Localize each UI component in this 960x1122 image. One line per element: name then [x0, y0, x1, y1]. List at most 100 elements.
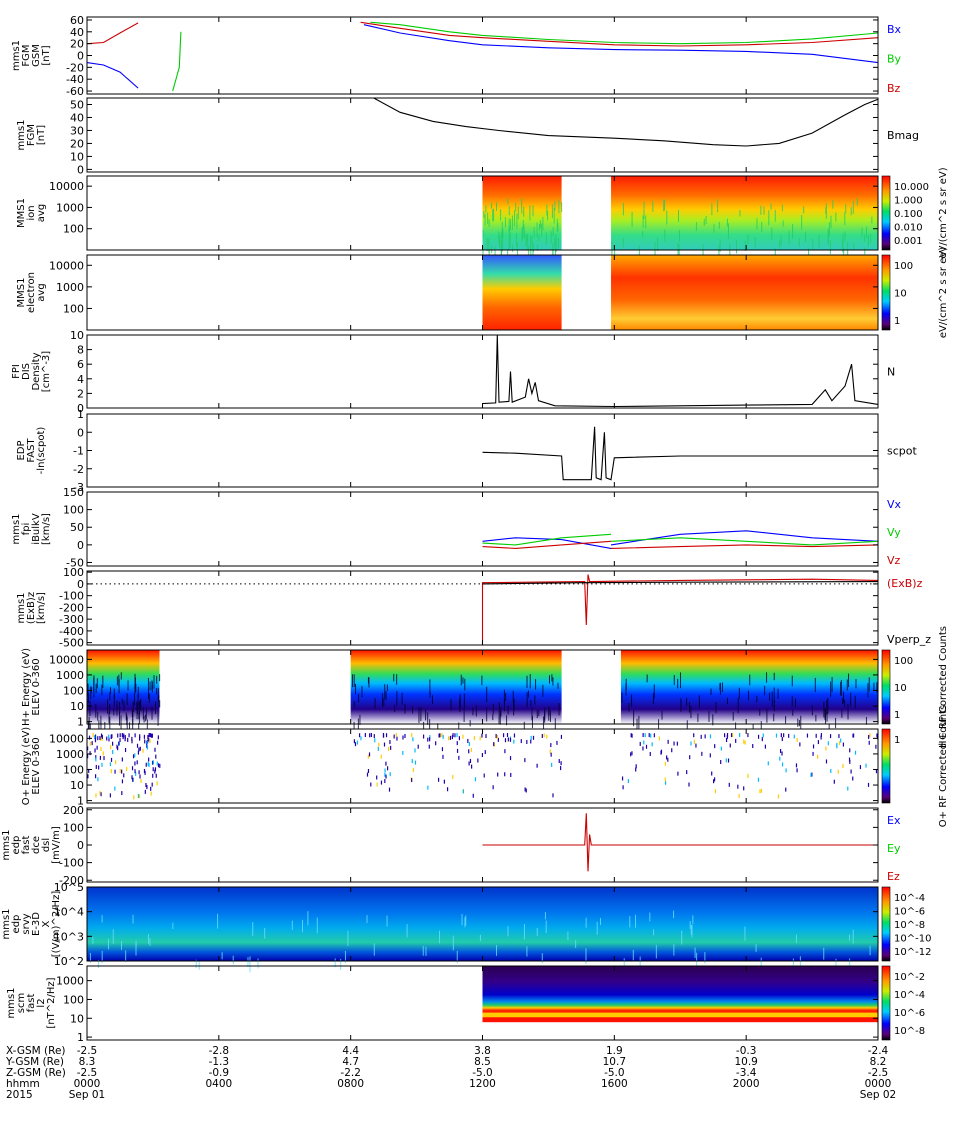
fpi-ion-velocity-series-Vy-seg-1 [561, 533, 612, 539]
hpca-oplus-count [760, 788, 763, 793]
hpca-hplus-texture [87, 683, 89, 696]
hpca-oplus-count [728, 782, 730, 787]
hpca-oplus-count [456, 733, 458, 738]
edp-spectrogram-texture [452, 935, 454, 951]
edp-spectrogram-texture [629, 916, 631, 928]
hpca-oplus-count [714, 744, 716, 749]
hpca-oplus-count [402, 735, 404, 740]
hpca-hplus-texture [351, 674, 353, 688]
hpca-oplus-count [427, 785, 429, 790]
edp-spectrogram-ylabel-5: [(V/m)^2/Hz] [51, 891, 62, 958]
fpi-ion-spec-texture [530, 247, 532, 256]
hpca-oplus-count [686, 770, 688, 775]
hpca-hplus-cb-label-1: 10 [894, 683, 907, 694]
edp-spectrogram-texture [575, 940, 577, 948]
hpca-oplus-count [720, 760, 722, 765]
hpca-oplus-count [812, 744, 815, 749]
hpca-oplus-count [830, 768, 832, 773]
edp-spectrogram-texture [125, 950, 127, 963]
fpi-electron-spec-interval-1 [611, 255, 878, 330]
hpca-oplus-count [506, 733, 509, 738]
hpca-oplus-count [664, 780, 667, 785]
fpi-ion-spec-texture [494, 246, 496, 258]
hpca-hplus-texture [136, 701, 138, 710]
fpi-ion-spec-texture [825, 203, 827, 219]
fpi-ion-spec-texture [547, 210, 549, 221]
edp-spectrogram-texture [639, 956, 641, 971]
ephem-y_gsm-2: 4.7 [342, 1056, 359, 1068]
fpi-ion-spec-texture [527, 233, 529, 243]
hpca-oplus-count [356, 740, 359, 745]
hpca-hplus-texture [798, 720, 800, 727]
fpi-ion-spec-texture [487, 212, 489, 224]
hpca-hplus-texture [396, 690, 398, 706]
hpca-hplus-texture [129, 722, 131, 732]
hpca-hplus-texture [119, 712, 121, 726]
exb-velocity-ytick-label-0: 100 [63, 566, 84, 579]
hpca-oplus-count [95, 793, 97, 798]
hpca-oplus-count [124, 737, 126, 742]
fgm-bgsm-legend-Bz: Bz [887, 82, 901, 95]
edp-spectrogram-texture [567, 931, 569, 941]
hpca-oplus-count [868, 734, 870, 739]
hpca-hplus-texture [423, 721, 425, 735]
ephem-x_gsm-6: -2.4 [868, 1045, 889, 1057]
exb-velocity-ylabel-0: mms1 [16, 592, 27, 623]
hpca-oplus-count [868, 740, 870, 745]
hpca-oplus-count [404, 733, 406, 738]
hpca-oplus-ytick-label-4: 1 [77, 795, 84, 808]
fpi-ion-spec-texture [522, 220, 524, 228]
hpca-hplus-texture [825, 708, 827, 725]
hpca-hplus-texture [773, 687, 775, 703]
hpca-hplus-texture [505, 692, 507, 701]
fpi-ion-spec-texture [538, 224, 540, 231]
hpca-oplus-count [853, 733, 855, 738]
fgm-bmag-ytick-label-1: 40 [70, 111, 84, 124]
edp-spectrogram-texture [97, 959, 99, 969]
hpca-hplus-texture [460, 674, 462, 686]
hpca-oplus-count [99, 736, 102, 741]
hpca-oplus-count [87, 774, 89, 779]
hpca-hplus-texture [486, 707, 488, 722]
exb-velocity-ytick-label-5: -400 [59, 625, 84, 638]
hpca-hplus-texture [132, 718, 134, 735]
hpca-hplus-texture [143, 715, 145, 723]
hpca-oplus-count [667, 739, 669, 744]
hpca-oplus-count [382, 733, 385, 738]
edp-spectrogram-texture [523, 924, 525, 940]
hpca-hplus-texture [109, 704, 111, 715]
hpca-oplus-count [139, 774, 141, 779]
edp-spectrogram-texture [795, 934, 797, 944]
hpca-oplus-count [658, 736, 660, 741]
fpi-density-ylabel-0: FPI [11, 364, 22, 379]
hpca-hplus-texture [109, 692, 111, 701]
fpi-ion-spec-texture [844, 212, 846, 226]
hpca-hplus-texture [101, 684, 103, 696]
hpca-oplus-count [134, 753, 136, 758]
hpca-hplus-texture [146, 719, 148, 734]
hpca-hplus-texture [735, 722, 737, 733]
hpca-oplus-count [700, 734, 702, 739]
hpca-hplus-texture [145, 714, 147, 722]
fpi-ion-spec-texture [508, 206, 510, 216]
fpi-ion-spec-texture [536, 244, 538, 251]
hpca-oplus-count [735, 738, 737, 743]
hpca-hplus-colorbar [881, 649, 891, 725]
hpca-oplus-count [825, 759, 828, 764]
edp-spectrogram-cb-label-3: 10^-10 [894, 934, 931, 945]
hpca-oplus-count [859, 765, 862, 770]
hpca-oplus-count [631, 733, 633, 738]
fpi-ion-spec-texture [508, 218, 510, 233]
hpca-hplus-texture [773, 705, 775, 712]
hpca-oplus-count [481, 733, 483, 738]
hpca-oplus-count [108, 734, 110, 739]
hpca-oplus-count [442, 734, 444, 739]
fpi-ion-spec-texture [754, 237, 756, 249]
fpi-ion-spec-texture [552, 227, 554, 237]
hpca-oplus-count [380, 754, 382, 759]
hpca-oplus-count [725, 738, 728, 743]
hpca-hplus-texture [88, 719, 90, 733]
hpca-hplus-texture [551, 674, 553, 682]
hpca-hplus-texture [374, 698, 376, 709]
hpca-hplus-texture [549, 710, 551, 722]
